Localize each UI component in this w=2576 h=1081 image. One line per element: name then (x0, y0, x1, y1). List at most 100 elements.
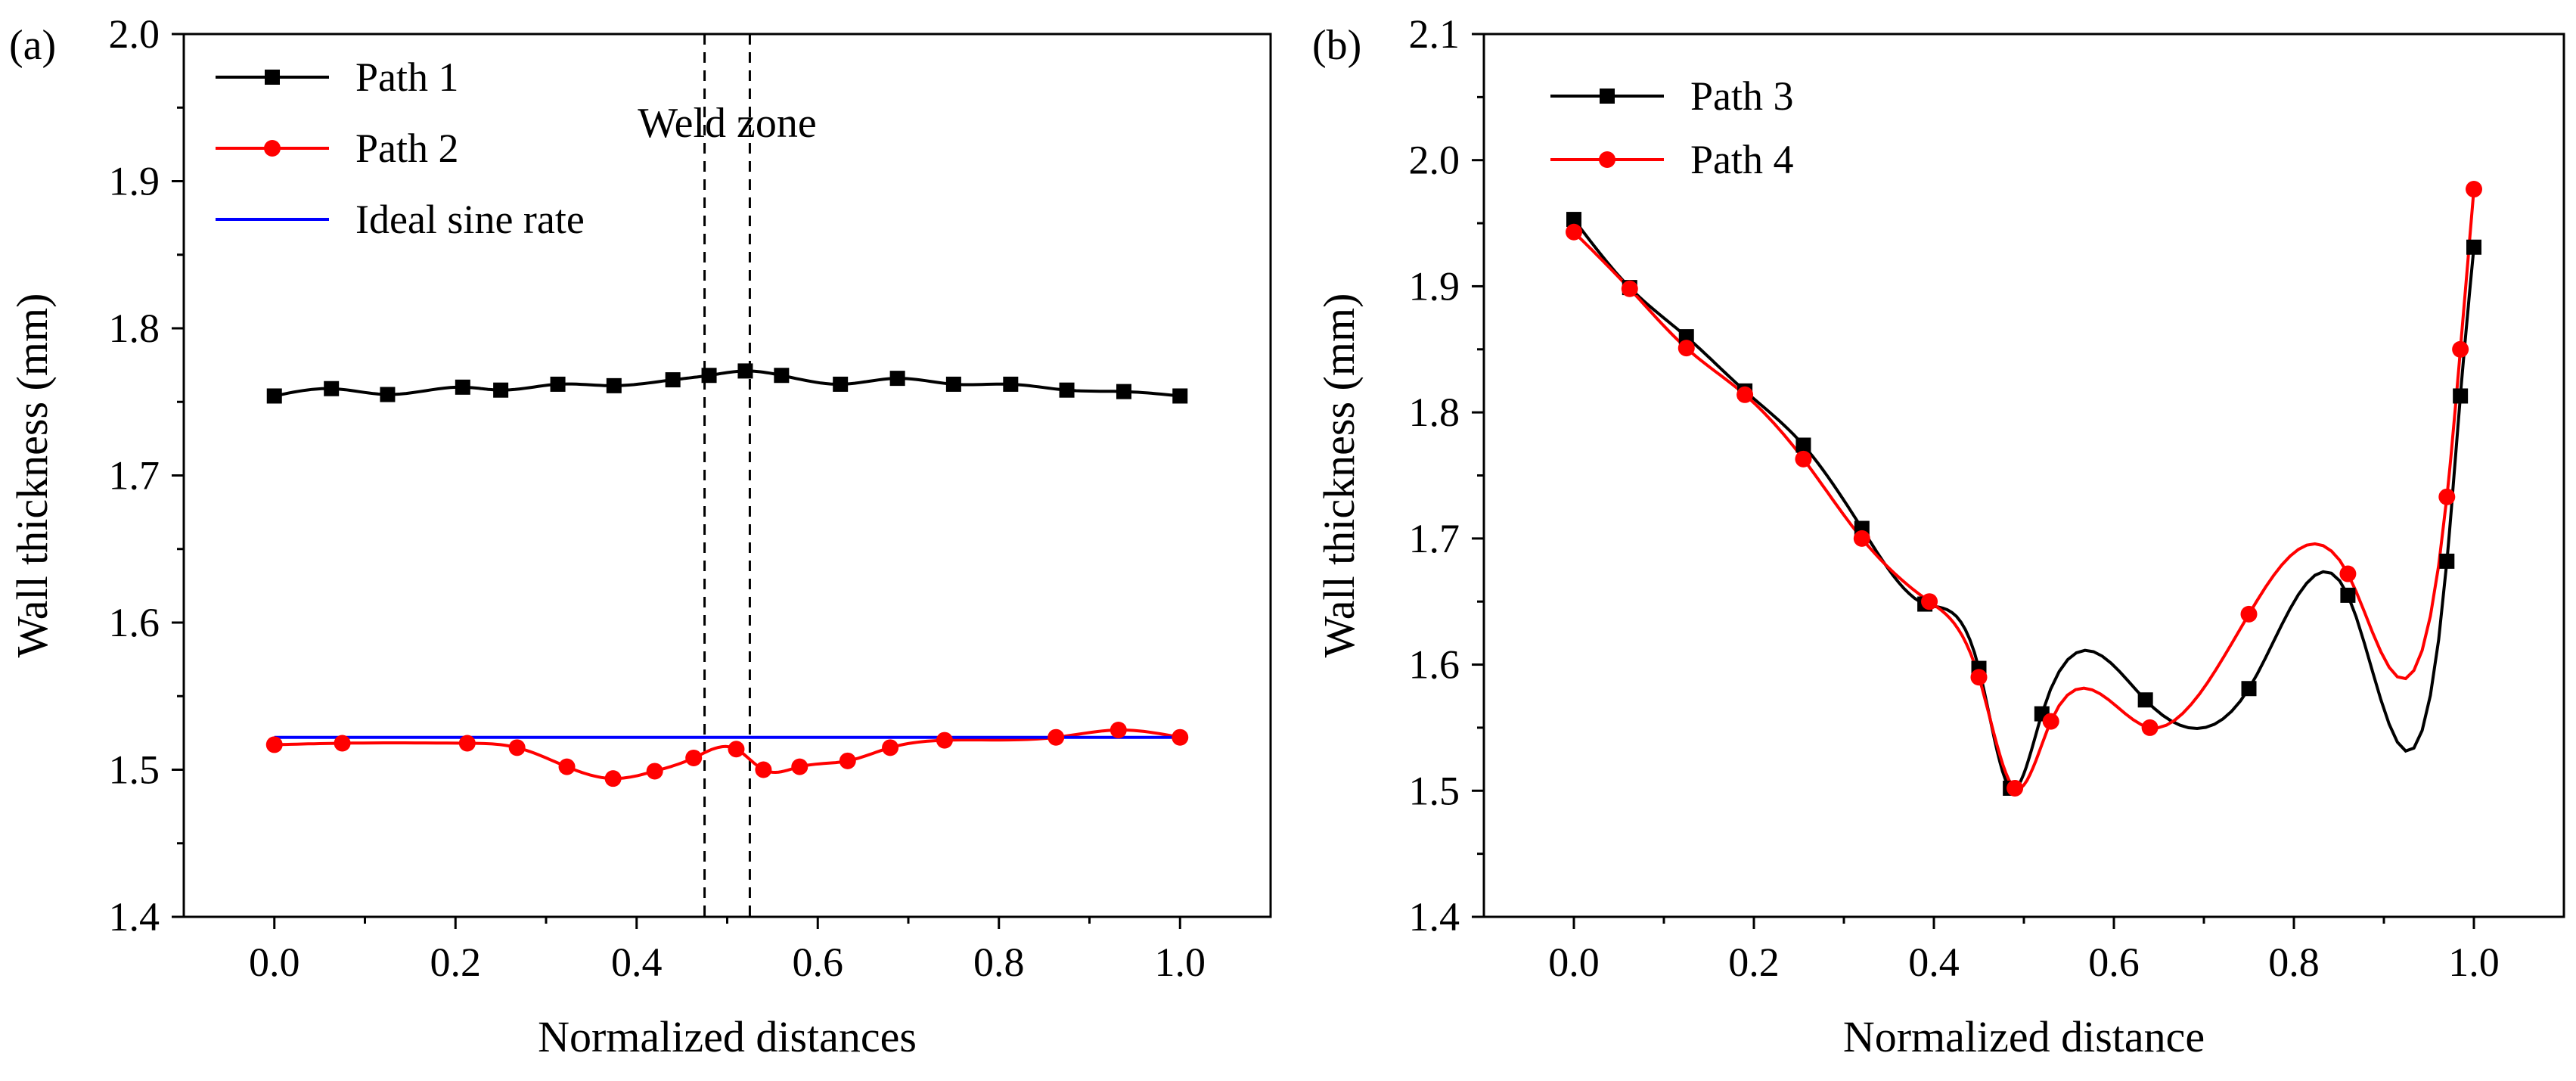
data-point-square (1678, 329, 1694, 345)
y-tick-label: 1.6 (109, 600, 160, 645)
data-point-circle (1110, 721, 1127, 738)
data-point-circle (791, 758, 808, 775)
data-point-circle (604, 770, 622, 787)
legend-marker-circle (264, 140, 281, 157)
data-point-square (550, 376, 566, 392)
data-point-square (737, 363, 753, 379)
data-point-square (2340, 587, 2356, 603)
data-point-circle (1621, 280, 1638, 297)
legend-marker-square (1600, 89, 1615, 104)
data-point-circle (558, 758, 576, 775)
data-point-circle (2141, 719, 2159, 736)
data-point-circle (2339, 565, 2357, 582)
data-point-circle (1172, 728, 1189, 746)
x-tick-label: 0.4 (611, 940, 663, 985)
y-tick-label: 1.5 (1409, 768, 1460, 813)
x-axis-label: Normalized distance (1843, 1012, 2205, 1061)
x-tick-label: 0.8 (2268, 940, 2320, 985)
data-point-square (1566, 212, 1581, 228)
data-point-square (455, 379, 470, 395)
legend-label: Path 4 (1690, 137, 1794, 182)
data-point-circle (685, 749, 703, 766)
data-point-circle (1736, 386, 1754, 403)
data-point-square (2466, 239, 2481, 255)
x-tick-label: 0.6 (793, 940, 844, 985)
data-point-square (606, 377, 622, 393)
y-tick-label: 1.6 (1409, 642, 1460, 688)
data-point-circle (882, 739, 899, 756)
data-point-square (493, 382, 509, 398)
data-point-square (2241, 681, 2257, 697)
data-point-square (833, 376, 849, 392)
panel-tag: (b) (1312, 22, 1361, 69)
data-point-square (945, 376, 961, 392)
data-point-circle (1047, 728, 1065, 746)
data-point-circle (2466, 181, 2482, 198)
legend-label: Ideal sine rate (355, 197, 585, 242)
data-point-square (701, 368, 717, 384)
legend-marker-square (265, 70, 280, 85)
data-point-square (1059, 382, 1075, 398)
data-point-square (665, 372, 681, 388)
data-point-circle (265, 736, 283, 753)
data-point-square (324, 381, 340, 396)
y-tick-label: 1.8 (1409, 390, 1460, 435)
data-point-circle (728, 741, 745, 758)
data-point-circle (755, 761, 772, 778)
x-tick-label: 0.0 (249, 940, 300, 985)
y-tick-label: 2.1 (1409, 11, 1460, 57)
y-tick-label: 1.8 (109, 306, 160, 351)
series-line-path-1 (274, 369, 1181, 398)
data-point-circle (2452, 340, 2469, 358)
data-point-square (1795, 437, 1811, 453)
plot-frame (182, 33, 1272, 918)
data-point-circle (646, 763, 663, 780)
data-point-square (1116, 384, 1132, 399)
weld-zone-annotation: Weld zone (638, 100, 817, 147)
data-point-circle (2042, 713, 2059, 730)
chart-panel-b: (b) 0.0 0.2 0.4 0.6 0.8 1.0 1.4 1.5 1.6 1.7 1.8 1.9 2… (1312, 11, 2565, 1061)
y-tick-label: 1.4 (1409, 894, 1460, 940)
x-tick-label: 0.6 (2088, 940, 2140, 985)
y-tick-label: 1.9 (1409, 263, 1460, 309)
y-tick-label: 1.9 (109, 159, 160, 204)
x-tick-label: 1.0 (2448, 940, 2500, 985)
data-point-circle (1795, 450, 1812, 468)
data-point-circle (2240, 605, 2258, 623)
x-tick-label: 0.4 (1908, 940, 1960, 985)
data-point-square (774, 368, 790, 384)
data-point-square (2137, 692, 2153, 708)
series-line-path-4 (1572, 188, 2475, 791)
data-point-circle (1678, 340, 1695, 357)
data-point-square (2453, 388, 2469, 404)
data-point-square (380, 387, 396, 402)
x-tick-label: 0.2 (1728, 940, 1780, 985)
y-axis-label: Wall thickness (mm) (1314, 294, 1364, 658)
data-point-circle (839, 752, 856, 769)
legend-marker-circle (1599, 151, 1615, 168)
data-point-circle (2438, 488, 2456, 505)
legend-label: Path 3 (1690, 73, 1794, 119)
x-axis-label: Normalized distances (538, 1012, 917, 1061)
series-line-path-3 (1572, 218, 2475, 791)
x-tick-label: 1.0 (1155, 940, 1206, 985)
data-point-circle (1921, 593, 1938, 610)
data-point-circle (458, 735, 476, 752)
data-point-square (266, 388, 282, 404)
x-tick-label: 0.8 (973, 940, 1025, 985)
data-point-square (1003, 376, 1019, 392)
data-point-circle (1566, 223, 1582, 241)
data-point-circle (508, 739, 526, 756)
legend-label: Path 2 (355, 126, 459, 171)
legend-label: Path 1 (355, 54, 459, 100)
y-axis-label: Wall thickness (mm) (8, 294, 57, 658)
data-point-circle (1853, 530, 1870, 547)
y-tick-label: 1.7 (109, 453, 160, 499)
data-point-square (889, 371, 905, 387)
data-point-circle (2006, 779, 2024, 797)
y-tick-label: 1.5 (109, 747, 160, 793)
x-tick-label: 0.0 (1548, 940, 1600, 985)
y-tick-label: 1.7 (1409, 516, 1460, 561)
chart-panel-a: (a) 0.0 0.2 0.4 0.6 0.8 1.0 1.4 1.5 1.6 1.7 1.8 1.9 2… (8, 11, 1272, 1061)
